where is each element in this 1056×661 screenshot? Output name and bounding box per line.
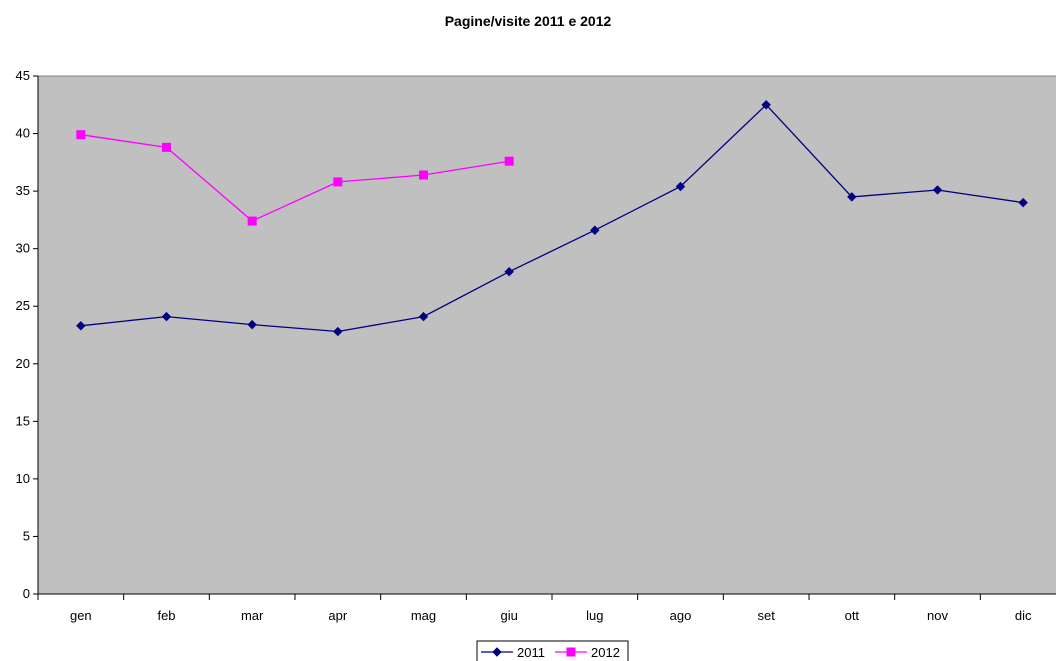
x-tick-label: set <box>757 608 775 623</box>
data-point-2012 <box>333 177 343 187</box>
series-2012 <box>76 130 514 226</box>
data-point-2011 <box>161 311 172 322</box>
series-line-2011 <box>80 103 1024 333</box>
data-point-2011 <box>590 225 600 235</box>
series-layer <box>76 100 1028 337</box>
x-tick-label: giu <box>500 608 517 623</box>
x-tick-label: mar <box>241 608 264 623</box>
y-tick-label: 30 <box>16 241 30 256</box>
chart-title: Pagine/visite 2011 e 2012 <box>445 13 612 29</box>
data-point-2011 <box>418 311 429 322</box>
data-point-2011 <box>504 266 514 277</box>
plot-area <box>37 75 1056 595</box>
data-point-2012 <box>247 216 257 226</box>
data-point-2012 <box>162 142 171 152</box>
x-tick-label: ago <box>670 608 692 623</box>
legend-box <box>476 640 629 661</box>
x-tick-label: dic <box>1015 608 1032 623</box>
x-tick-label: feb <box>157 608 175 623</box>
series-line-2012 <box>80 134 510 222</box>
x-axis: gen feb mar apr mag giu lug ago set ott nov dic <box>37 593 1056 623</box>
legend-marker-2011 <box>492 647 502 657</box>
x-tick-label: mag <box>411 608 436 623</box>
data-point-2011 <box>333 326 343 337</box>
y-tick-label: 15 <box>16 413 30 428</box>
y-tick-label: 45 <box>16 68 30 83</box>
y-tick-label: 5 <box>23 528 30 543</box>
x-tick-label: apr <box>328 608 347 623</box>
legend: 2011 2012 <box>476 640 629 661</box>
data-point-2011 <box>675 181 686 192</box>
data-point-2011 <box>247 319 257 330</box>
x-tick-label: lug <box>586 608 603 623</box>
y-tick-label: 20 <box>16 356 30 371</box>
legend-label-2012: 2012 <box>591 645 620 660</box>
y-tick-label: 25 <box>16 298 30 313</box>
data-point-2011 <box>761 100 771 110</box>
legend-label-2011: 2011 <box>517 645 545 660</box>
y-axis: 0 5 10 15 20 25 30 35 40 45 <box>16 68 39 601</box>
y-tick-label: 35 <box>16 183 30 198</box>
legend-marker-2012 <box>566 647 576 657</box>
data-point-2011 <box>76 321 86 331</box>
x-tick-label: nov <box>927 608 948 623</box>
x-tick-label: ott <box>845 608 860 623</box>
data-point-2011 <box>932 185 943 195</box>
data-point-2011 <box>847 192 857 202</box>
data-point-2012 <box>419 170 428 180</box>
y-tick-label: 0 <box>23 586 30 601</box>
data-point-2011 <box>1018 197 1028 208</box>
y-tick-label: 10 <box>16 471 30 486</box>
x-tick-label: gen <box>70 608 92 623</box>
data-point-2012 <box>76 130 86 140</box>
data-point-2012 <box>504 156 514 166</box>
y-tick-label: 40 <box>16 126 30 141</box>
series-2011 <box>76 100 1028 337</box>
